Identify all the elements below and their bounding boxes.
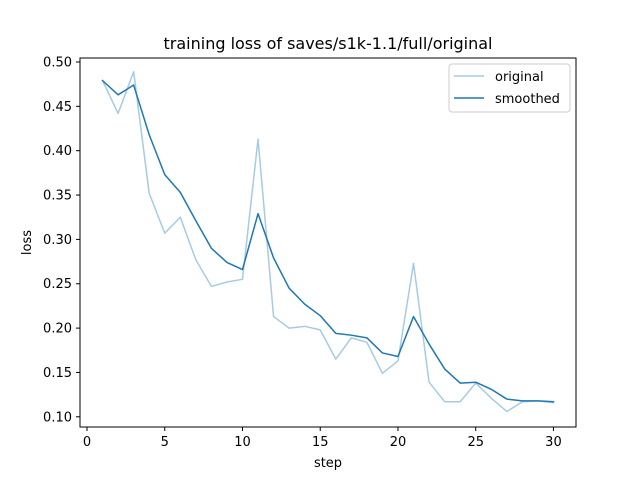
y-tick-label: 0.10 <box>43 410 72 425</box>
y-tick-label: 0.15 <box>43 366 72 381</box>
legend: original smoothed <box>448 63 571 113</box>
x-tick-label: 20 <box>390 435 407 450</box>
y-tick-label: 0.35 <box>43 189 72 204</box>
y-axis: 0.10 0.15 0.20 0.25 0.30 0.35 0.40 0.45 0.50 <box>43 55 80 425</box>
y-tick-label: 0.45 <box>43 100 72 115</box>
x-tick-label: 10 <box>234 435 251 450</box>
series-layer <box>101 71 555 413</box>
y-tick-label: 0.30 <box>43 233 72 248</box>
x-tick-label: 15 <box>312 435 329 450</box>
x-tick-label: 30 <box>545 435 562 450</box>
y-axis-label: loss <box>20 230 35 255</box>
series-line-smoothed <box>101 79 555 403</box>
x-tick-label: 5 <box>161 435 169 450</box>
y-tick-label: 0.20 <box>43 322 72 337</box>
series-line-original <box>101 71 555 413</box>
y-tick-label: 0.25 <box>43 277 72 292</box>
x-axis: 0 5 10 15 20 25 30 <box>83 427 562 450</box>
plot-frame <box>79 57 577 428</box>
legend-label-smoothed: smoothed <box>495 92 560 107</box>
chart-title: training loss of saves/s1k-1.1/full/orig… <box>164 34 493 53</box>
x-tick-label: 25 <box>467 435 484 450</box>
y-tick-label: 0.40 <box>43 144 72 159</box>
x-tick-label: 0 <box>83 435 91 450</box>
y-tick-label: 0.50 <box>43 55 72 70</box>
legend-label-original: original <box>495 70 544 85</box>
x-axis-label: step <box>314 456 342 471</box>
